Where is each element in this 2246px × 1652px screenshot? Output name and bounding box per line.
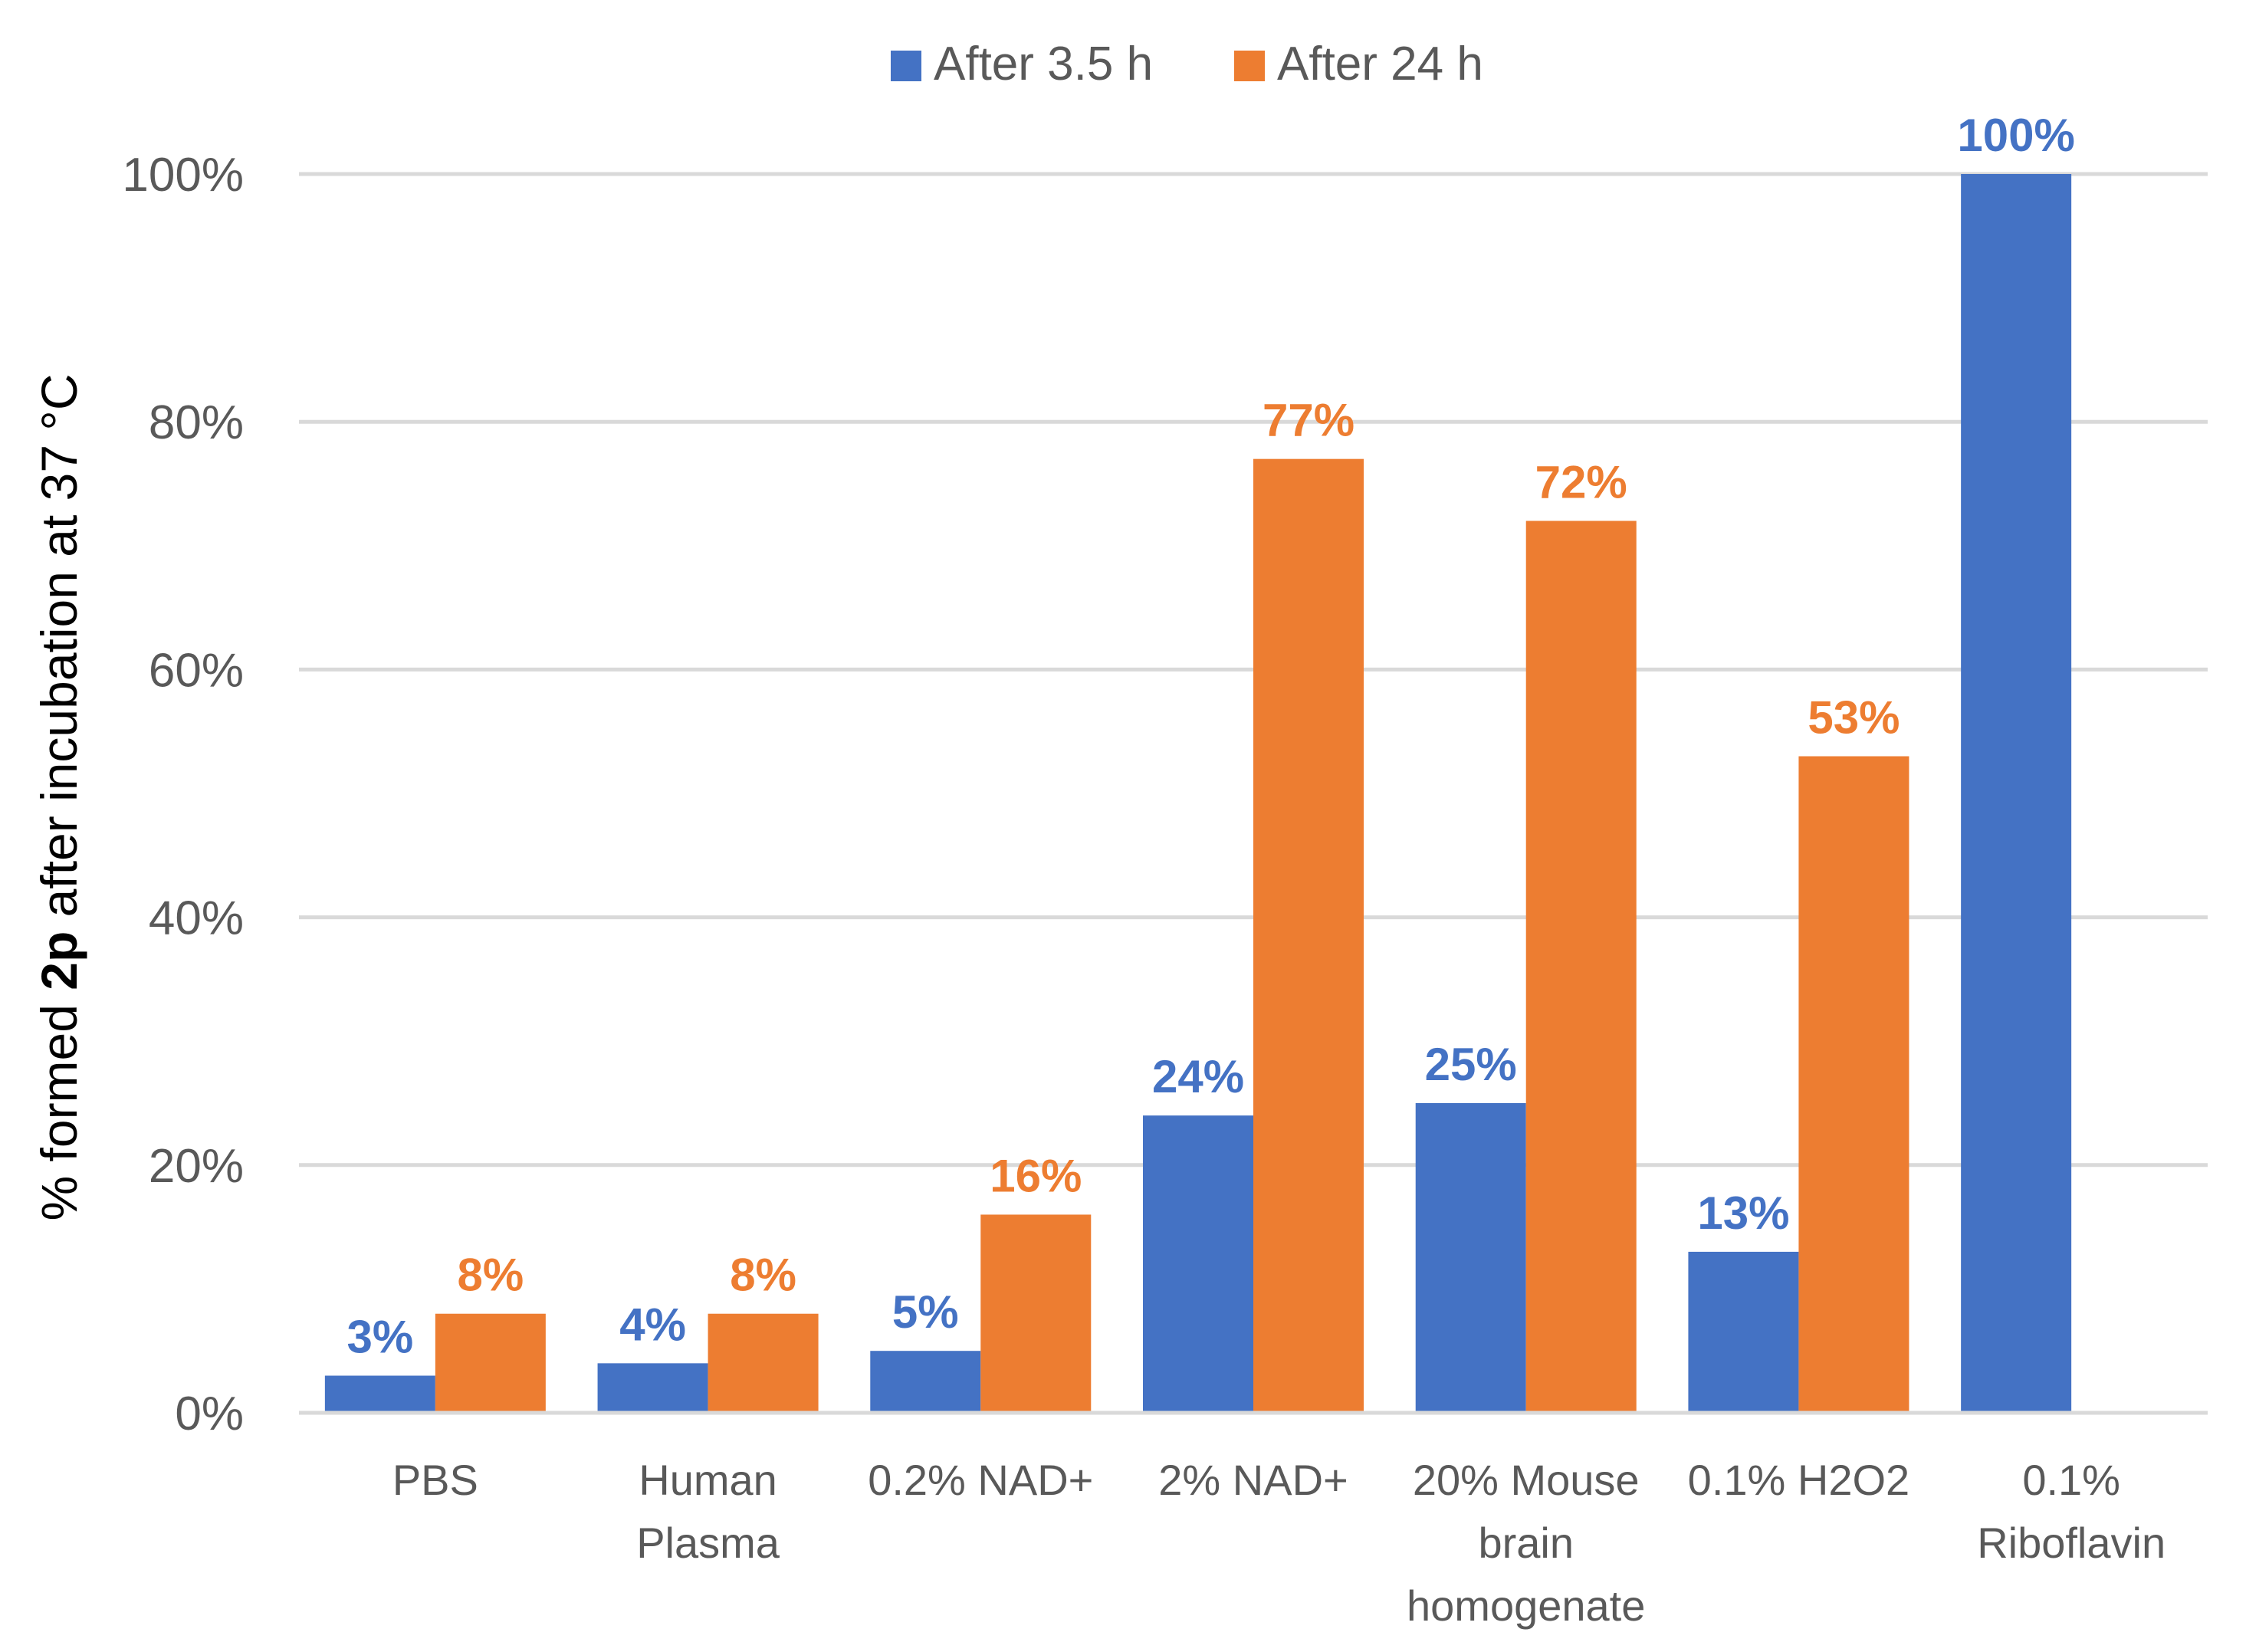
y-tick-label: 0%	[175, 1388, 244, 1440]
data-labels: 3% 8% 4% 8% 5% 16% 24% 77% 25% 72% 13% 53% 100%	[346, 110, 2074, 1363]
y-tick-label: 20%	[149, 1140, 244, 1193]
x-tick-label: 0.1% H2O2	[1688, 1456, 1910, 1504]
data-label: 5%	[892, 1286, 959, 1338]
y-axis-title: % formed 2p after incubation at 37 °C	[31, 374, 87, 1221]
data-label: 3%	[346, 1312, 413, 1363]
data-label: 24%	[1152, 1051, 1244, 1102]
data-label: 72%	[1535, 456, 1627, 507]
x-tick-label: 0.2% NAD+	[868, 1456, 1093, 1504]
bar-after-3-5h	[1688, 1251, 1799, 1413]
x-tick-label: PBS	[392, 1456, 478, 1504]
data-label: 25%	[1425, 1039, 1517, 1090]
bar-after-3-5h	[597, 1363, 708, 1413]
legend-swatch	[891, 51, 921, 81]
y-tick-label: 40%	[149, 892, 244, 945]
legend-swatch	[1234, 51, 1265, 81]
axes: 0% 20% 40% 60% 80% 100% PBS Human Plasma 0.2% NAD…	[122, 149, 2208, 1630]
bars	[324, 174, 2072, 1414]
bar-after-24h	[1525, 521, 1637, 1413]
bar-after-3-5h	[1961, 174, 2072, 1413]
bar-after-3-5h	[1415, 1103, 1526, 1413]
x-tick-label: 20% Mouse brain homogenate	[1407, 1456, 1645, 1630]
data-label: 77%	[1263, 395, 1354, 446]
bar-after-24h	[708, 1313, 819, 1413]
data-label: 13%	[1697, 1187, 1789, 1239]
bar-after-24h	[1798, 756, 1909, 1413]
bar-after-24h	[1253, 458, 1364, 1414]
x-tick-label: 0.1% Riboflavin	[1977, 1456, 2166, 1567]
legend-label: After 3.5 h	[934, 38, 1153, 90]
y-tick-label: 60%	[149, 644, 244, 697]
data-label: 4%	[619, 1299, 686, 1350]
data-label: 8%	[457, 1250, 524, 1301]
y-tick-label: 80%	[149, 396, 244, 449]
bar-after-3-5h	[324, 1375, 435, 1413]
data-label: 16%	[990, 1150, 1082, 1201]
bar-after-3-5h	[870, 1351, 981, 1413]
data-label: 53%	[1808, 692, 1900, 744]
x-tick-label: Human Plasma	[636, 1456, 780, 1567]
data-label: 8%	[730, 1250, 796, 1301]
legend-label: After 24 h	[1277, 38, 1483, 90]
bar-after-24h	[980, 1214, 1092, 1413]
y-axis-label: % formed 2p after incubation at 37 °C	[31, 374, 87, 1221]
bar-after-24h	[435, 1313, 546, 1413]
y-tick-label: 100%	[122, 149, 244, 202]
legend: After 3.5 h After 24 h	[891, 38, 1483, 90]
data-label: 100%	[1957, 110, 2074, 161]
bar-after-3-5h	[1143, 1115, 1253, 1413]
x-tick-label: 2% NAD+	[1158, 1456, 1348, 1504]
